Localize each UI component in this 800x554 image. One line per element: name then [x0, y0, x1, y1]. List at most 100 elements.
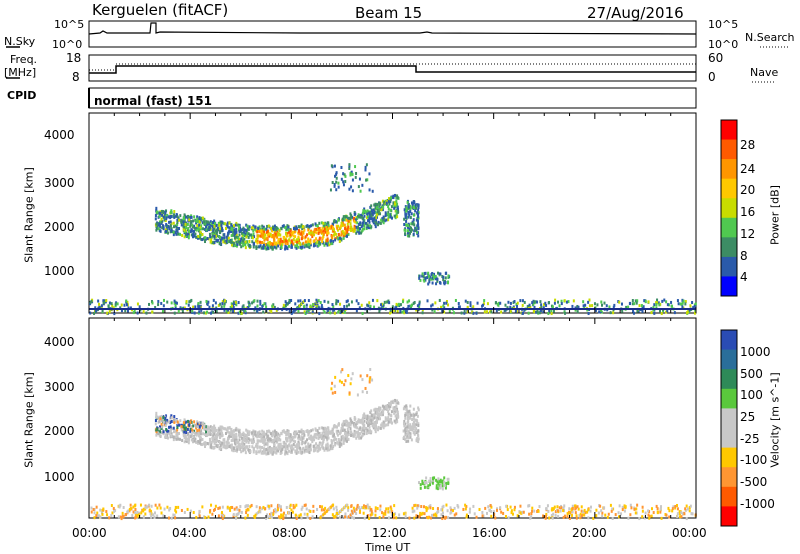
power-cell	[380, 303, 383, 307]
power-cell	[344, 228, 347, 232]
power-cell	[266, 243, 269, 247]
velocity-cell	[464, 503, 467, 507]
velocity-cell	[144, 512, 147, 516]
velocity-cell	[287, 433, 290, 437]
velocity-cell	[348, 421, 351, 425]
power-cell	[346, 217, 349, 221]
power-cell	[529, 305, 532, 309]
velocity-cell	[112, 506, 115, 510]
velocity-cell	[228, 426, 231, 430]
power-cell	[170, 229, 173, 233]
power-cell	[627, 305, 630, 309]
power-cell	[299, 299, 302, 303]
power-cell	[414, 203, 417, 207]
velocity-cell	[127, 509, 130, 513]
velocity-cell	[234, 516, 237, 520]
power-cell	[267, 241, 270, 245]
power-cell	[387, 299, 390, 303]
power-cell	[310, 229, 313, 233]
velocity-cell	[302, 430, 305, 434]
velocity-cell	[334, 375, 337, 379]
velocity-cell	[268, 439, 271, 443]
velocity-cell	[368, 380, 371, 384]
power-cell	[403, 311, 406, 315]
power-cell	[397, 210, 400, 214]
velocity-cell	[334, 515, 337, 519]
velocity-cell	[641, 509, 644, 513]
power-cell	[655, 306, 658, 310]
power-cell	[226, 221, 229, 225]
velocity-cell	[289, 503, 292, 507]
power-cell	[365, 163, 368, 167]
power-cell	[199, 300, 202, 304]
power-cell	[411, 220, 414, 224]
power-cell	[233, 233, 236, 237]
power-cell	[322, 229, 325, 233]
power-cell	[315, 227, 318, 231]
velocity-cell	[374, 509, 377, 513]
velocity-cell	[382, 515, 385, 519]
power-cell	[345, 300, 348, 304]
velocity-cell	[445, 481, 448, 485]
power-cell	[214, 229, 217, 233]
power-cb-tick-28: 28	[740, 138, 756, 152]
power-cell	[268, 243, 271, 247]
velocity-cell	[465, 515, 468, 519]
power-cell	[212, 232, 215, 236]
freq-panel	[88, 54, 697, 82]
power-cell	[355, 171, 358, 175]
velocity-cell	[314, 448, 317, 452]
power-cell	[670, 300, 673, 304]
velocity-cell	[195, 426, 198, 430]
power-cell	[395, 200, 398, 204]
velocity-cell	[335, 505, 338, 509]
velocity-cell	[304, 448, 307, 452]
velocity-cell	[287, 511, 290, 515]
velocity-cell	[111, 511, 114, 515]
power-cell	[351, 227, 354, 231]
velocity-cell	[315, 436, 318, 440]
velocity-cell	[369, 367, 372, 371]
velocity-cell	[251, 431, 254, 435]
velocity-cell	[349, 427, 352, 431]
power-cell	[270, 242, 273, 246]
velocity-cell	[176, 427, 179, 431]
power-cell	[232, 230, 235, 234]
velocity-cell	[170, 516, 173, 520]
velocity-cell	[322, 437, 325, 441]
power-cell	[288, 298, 291, 302]
power-cell	[231, 241, 234, 245]
velocity-cell	[641, 515, 644, 519]
velocity-cell	[647, 513, 650, 517]
power-cell	[303, 299, 306, 303]
velocity-cell	[233, 435, 236, 439]
power-cell	[350, 214, 353, 218]
velocity-cell	[314, 427, 317, 431]
velocity-cell	[289, 440, 292, 444]
power-cell	[230, 223, 233, 227]
power-cell	[333, 228, 336, 232]
power-cell	[218, 227, 221, 231]
velocity-cell	[266, 441, 269, 445]
velocity-cell	[165, 435, 168, 439]
power-cell	[339, 226, 342, 230]
velocity-cell	[546, 504, 549, 508]
power-cell	[414, 229, 417, 233]
power-cell	[334, 236, 337, 240]
velocity-cell	[183, 440, 186, 444]
power-cell	[258, 234, 261, 238]
velocity-cell	[382, 420, 385, 424]
power-cell	[237, 225, 240, 229]
vel-ytick-1000: 1000	[44, 470, 75, 484]
power-cell	[219, 241, 222, 245]
velocity-cell	[516, 514, 519, 518]
power-cell	[159, 212, 162, 216]
velocity-cell	[284, 430, 287, 434]
power-cell	[184, 221, 187, 225]
velocity-cell	[131, 514, 134, 518]
power-cell	[413, 300, 416, 304]
power-cell	[351, 172, 354, 176]
velocity-cell	[393, 411, 396, 415]
power-cell	[482, 302, 485, 306]
power-cell	[515, 302, 518, 306]
